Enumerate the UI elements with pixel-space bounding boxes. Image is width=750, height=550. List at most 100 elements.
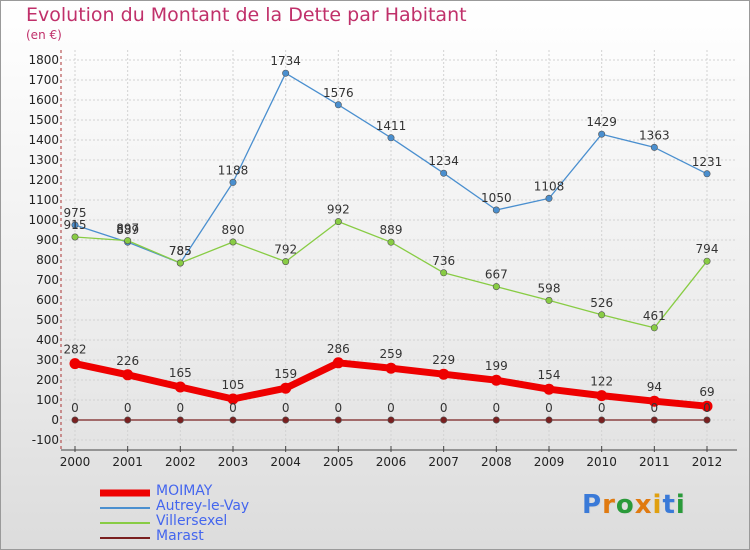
data-label: 69 <box>699 385 714 399</box>
data-point <box>69 358 81 370</box>
data-point <box>124 416 132 424</box>
data-point <box>703 170 711 178</box>
data-label: 667 <box>485 268 508 282</box>
x-tick-label: 2010 <box>586 455 617 469</box>
data-point <box>545 416 553 424</box>
legend-item: Autrey-le-Vay <box>100 498 300 515</box>
data-point <box>122 369 134 381</box>
x-tick-label: 2007 <box>428 455 459 469</box>
data-label: 0 <box>335 401 343 415</box>
x-tick-label: 2001 <box>112 455 143 469</box>
y-tick-label: 1600 <box>28 93 59 107</box>
data-label: 229 <box>432 353 455 367</box>
x-tick-label: 2005 <box>323 455 354 469</box>
data-point <box>543 383 555 395</box>
y-tick-label: 100 <box>36 393 59 407</box>
data-label: 736 <box>432 254 455 268</box>
data-label: 785 <box>169 244 192 258</box>
data-label: 122 <box>590 375 613 389</box>
y-tick-label: 600 <box>36 293 59 307</box>
data-label: 526 <box>590 296 613 310</box>
axes: -100010020030040050060070080090010001100… <box>28 50 737 469</box>
data-label: 1429 <box>586 115 617 129</box>
data-point <box>596 390 608 402</box>
data-point <box>598 130 606 138</box>
data-label: 992 <box>327 203 350 217</box>
data-label: 1231 <box>692 155 723 169</box>
grid <box>65 50 737 448</box>
x-tick-label: 2003 <box>218 455 249 469</box>
data-point <box>176 259 184 267</box>
data-point <box>598 416 606 424</box>
data-label: 159 <box>274 367 297 381</box>
x-tick-label: 2004 <box>270 455 301 469</box>
data-point <box>176 416 184 424</box>
data-point <box>387 416 395 424</box>
data-point <box>440 169 448 177</box>
data-point <box>703 416 711 424</box>
y-tick-label: 800 <box>36 253 59 267</box>
data-point <box>71 233 79 241</box>
data-point <box>438 368 450 380</box>
data-label: 1188 <box>218 163 249 177</box>
x-tick-label: 2000 <box>60 455 91 469</box>
data-label: 0 <box>71 401 79 415</box>
data-point <box>703 257 711 265</box>
data-label: 1108 <box>534 179 565 193</box>
data-label: 890 <box>222 223 245 237</box>
y-tick-label: 1500 <box>28 113 59 127</box>
data-label: 1734 <box>270 54 301 68</box>
data-label: 1234 <box>428 154 459 168</box>
data-point <box>385 362 397 374</box>
data-point <box>282 258 290 266</box>
legend-label: MOIMAY <box>156 483 213 499</box>
data-label: 0 <box>651 401 659 415</box>
y-tick-label: -100 <box>32 433 59 447</box>
data-point <box>440 269 448 277</box>
data-label: 105 <box>222 378 245 392</box>
data-point <box>334 101 342 109</box>
data-label: 461 <box>643 309 666 323</box>
y-tick-label: 1100 <box>28 193 59 207</box>
data-label: 0 <box>703 401 711 415</box>
data-point <box>332 357 344 369</box>
data-point <box>282 416 290 424</box>
data-point <box>229 178 237 186</box>
data-label: 154 <box>538 368 561 382</box>
data-label: 226 <box>116 354 139 368</box>
x-tick-label: 2011 <box>639 455 670 469</box>
data-label: 794 <box>696 242 719 256</box>
data-label: 1363 <box>639 128 670 142</box>
data-point <box>282 69 290 77</box>
legend-label: Villersexel <box>156 513 228 529</box>
chart-title: Evolution du Montant de la Dette par Hab… <box>26 4 467 26</box>
data-point <box>701 400 713 412</box>
data-point <box>650 324 658 332</box>
data-label: 889 <box>380 223 403 237</box>
data-label: 0 <box>229 401 237 415</box>
legend-label: Autrey-le-Vay <box>156 498 250 514</box>
legend-swatch <box>100 536 150 539</box>
x-tick-label: 2002 <box>165 455 196 469</box>
data-label: 0 <box>124 401 132 415</box>
data-label: 0 <box>440 401 448 415</box>
proxiti-logo: Proxiti <box>582 490 686 520</box>
data-point <box>387 134 395 142</box>
data-point <box>492 283 500 291</box>
legend: MOIMAY Autrey-le-Vay Villersexel Marast <box>100 483 300 545</box>
y-tick-label: 1400 <box>28 133 59 147</box>
data-label: 975 <box>64 206 87 220</box>
y-tick-label: 300 <box>36 353 59 367</box>
legend-label: Marast <box>156 528 204 544</box>
data-point <box>71 416 79 424</box>
data-label: 0 <box>177 401 185 415</box>
chart-unit: (en €) <box>26 28 62 42</box>
x-tick-label: 2008 <box>481 455 512 469</box>
data-point <box>334 218 342 226</box>
data-point <box>545 296 553 304</box>
data-point <box>387 238 395 246</box>
y-tick-label: 200 <box>36 373 59 387</box>
y-tick-label: 900 <box>36 233 59 247</box>
data-label: 0 <box>598 401 606 415</box>
